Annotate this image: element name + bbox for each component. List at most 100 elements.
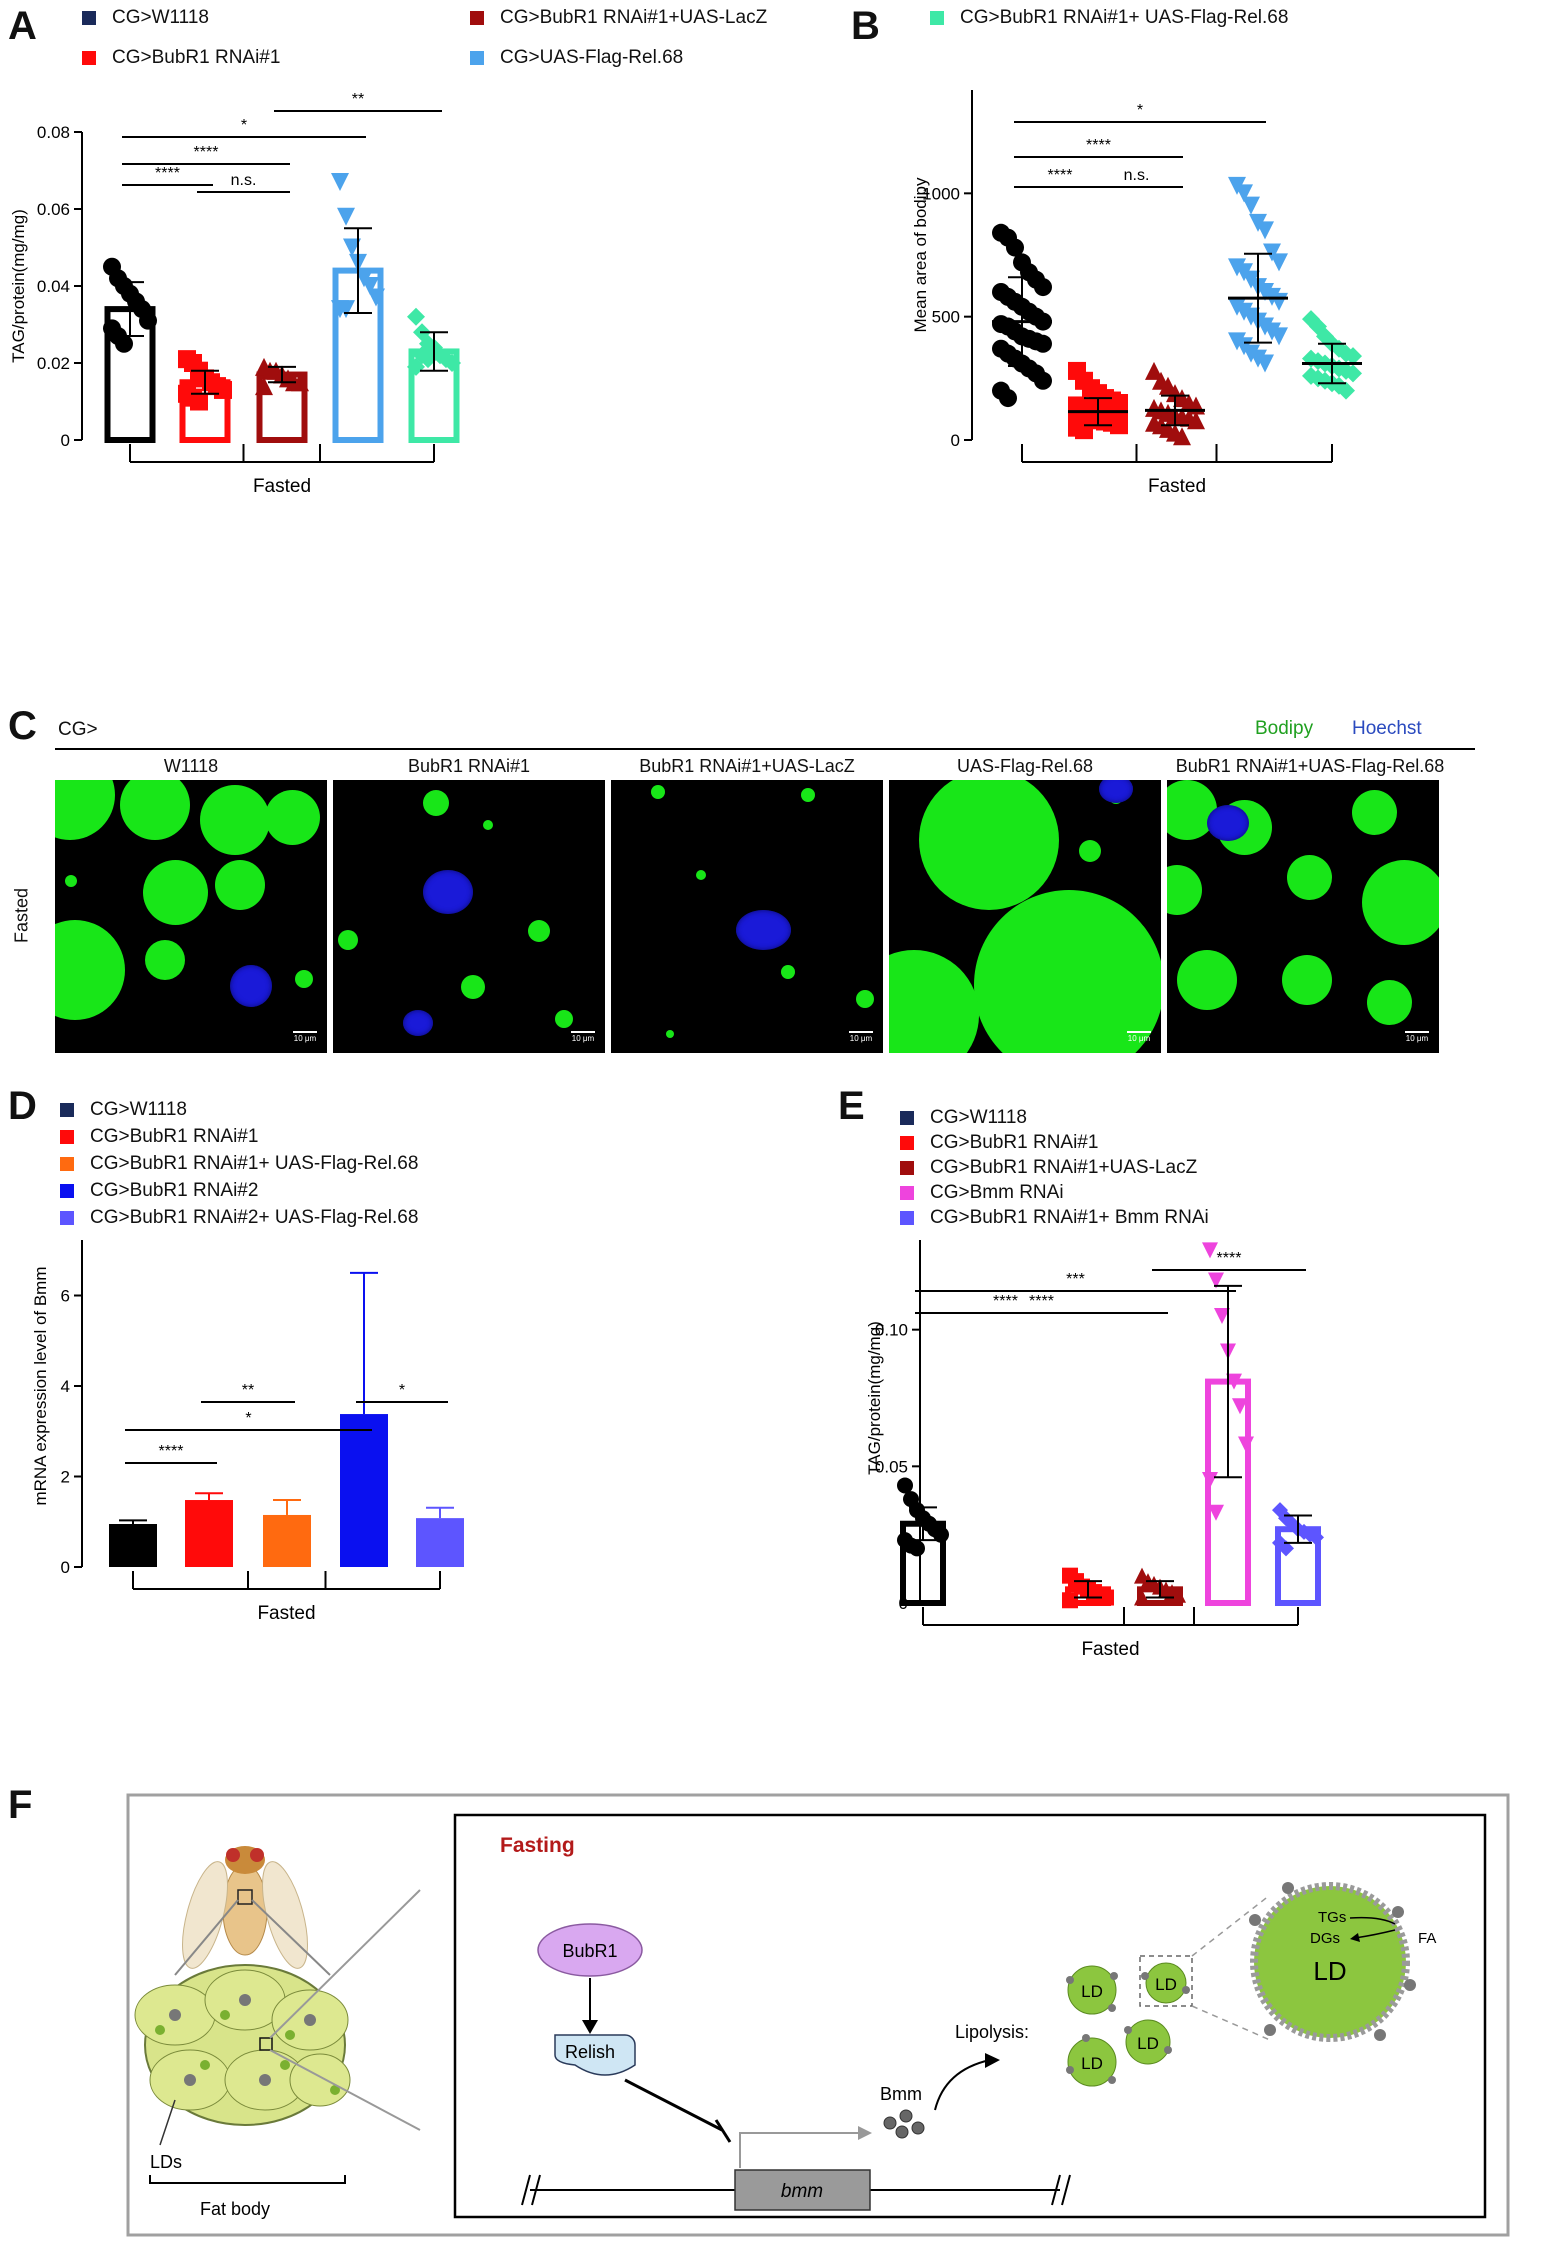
- data-point: [1256, 354, 1274, 373]
- significance-label: **: [242, 1382, 254, 1399]
- data-point: [1145, 361, 1163, 380]
- data-point: [1242, 344, 1260, 363]
- legend-label: CG>W1118: [930, 1107, 1027, 1128]
- significance-label: *: [245, 1410, 251, 1427]
- significance-label: n.s.: [231, 172, 257, 189]
- data-point: [1242, 196, 1260, 215]
- image-label: BubR1 RNAi#1: [407, 756, 531, 776]
- micrograph-bubr1-rnai1: 10 μm: [333, 780, 605, 1053]
- chart-panel-e: 00.050.100.15TAG/protein(mg/mg)Fasted***…: [865, 1240, 1324, 1660]
- legend-swatch: [900, 1210, 914, 1225]
- legend-label: CG>BubR1 RNAi#1+ UAS-Flag-Rel.68: [90, 1153, 419, 1174]
- data-point: [1187, 411, 1205, 430]
- lds-label: LDs: [150, 2152, 182, 2172]
- scale-bar: 10 μm: [849, 1031, 873, 1043]
- significance-label: ****: [1086, 137, 1111, 154]
- data-point: [1235, 184, 1253, 203]
- significance-label: *: [1137, 102, 1143, 119]
- data-point: [1249, 349, 1267, 368]
- data-point: [1278, 1540, 1294, 1557]
- data-point: [214, 380, 232, 399]
- y-tick-label: 0.08: [37, 123, 70, 142]
- y-tick-label: 4: [61, 1377, 70, 1396]
- data-point: [1170, 1586, 1186, 1603]
- fasting-label: Fasting: [500, 1834, 575, 1857]
- legend-label: CG>BubR1 RNAi#1: [112, 47, 281, 68]
- series-group: [331, 173, 385, 443]
- significance-label: ****: [1217, 1250, 1242, 1267]
- bmm-proteins: [883, 2109, 925, 2139]
- significance-label: **: [352, 91, 364, 108]
- data-point: [443, 354, 461, 372]
- data-point: [255, 377, 273, 396]
- data-point: [291, 373, 309, 392]
- stain-bodipy-label: Bodipy: [1255, 718, 1314, 739]
- bar: [416, 1518, 464, 1567]
- svg-text:LD: LD: [1155, 1975, 1177, 1994]
- relish-node: [554, 2034, 636, 2076]
- legend-label: CG>W1118: [90, 1099, 187, 1120]
- fa-label: FA: [1418, 1930, 1436, 1947]
- y-tick-label: 0.05: [875, 1457, 908, 1476]
- series-group: [340, 1271, 388, 1567]
- inner-frame: [453, 1813, 1487, 2219]
- series-group: [255, 357, 309, 443]
- micrograph-rnai1-rel68: 10 μm: [1167, 780, 1439, 1053]
- series-group: [1145, 361, 1205, 446]
- data-point: [1256, 317, 1274, 336]
- micrograph-w1118: 10 μm: [55, 780, 327, 1053]
- series-group: [1302, 310, 1362, 400]
- data-point: [1226, 1373, 1242, 1390]
- legend-label: CG>BubR1 RNAi#1: [90, 1126, 259, 1147]
- bmm-gene-box: [734, 2169, 871, 2211]
- significance-label: *: [399, 1382, 405, 1399]
- stain-hoechst-label: Hoechst: [1352, 718, 1422, 739]
- y-tick-label: 500: [932, 308, 960, 327]
- data-point: [999, 389, 1017, 408]
- svg-text:LD: LD: [1081, 2054, 1103, 2073]
- series-group: [103, 257, 157, 443]
- data-point: [1173, 427, 1191, 446]
- scale-bar: 10 μm: [571, 1031, 595, 1043]
- panel-f-schematic: Fasting LDs Fat body: [126, 1793, 1510, 2237]
- data-point: [337, 300, 355, 319]
- data-point: [1034, 278, 1052, 297]
- legend-swatch: [60, 1183, 74, 1198]
- legend-label: CG>BubR1 RNAi#1+UAS-LacZ: [930, 1157, 1198, 1178]
- scale-bar: 10 μm: [293, 1031, 317, 1043]
- data-point: [1263, 243, 1281, 262]
- series-group: [897, 1477, 949, 1607]
- legend-label: CG>UAS-Flag-Rel.68: [500, 47, 684, 68]
- legend-swatch: [82, 10, 96, 25]
- y-tick-label: 0.02: [37, 354, 70, 373]
- legend-swatch: [60, 1210, 74, 1225]
- panel-letter-e: E: [838, 1084, 865, 1128]
- data-point: [1202, 1242, 1218, 1259]
- chart-panel-d: 02468mRNA expression level of BmmFasted*…: [31, 1240, 464, 1624]
- chart-panel-b: 050010001500Mean area of bodipyFasted***…: [911, 90, 1362, 497]
- significance-label: n.s.: [1124, 167, 1150, 184]
- data-point: [1034, 371, 1052, 390]
- y-tick-label: 0.06: [37, 200, 70, 219]
- data-point: [1228, 258, 1246, 277]
- lipid-droplets: LD LD LD LD: [1066, 1962, 1190, 2087]
- significance-label: ****: [194, 144, 219, 161]
- data-point: [1134, 1589, 1150, 1606]
- x-axis-label: Fasted: [257, 1603, 315, 1624]
- data-point: [1344, 364, 1362, 383]
- panel-c-prefix: CG>: [58, 719, 98, 740]
- panel-letter-a: A: [8, 4, 37, 48]
- legend-label: CG>Bmm RNAi: [930, 1182, 1064, 1203]
- data-point: [361, 277, 379, 295]
- image-label: BubR1 RNAi#1+UAS-Flag-Rel.68: [1175, 756, 1445, 776]
- data-point: [933, 1526, 949, 1543]
- series-group: [263, 1499, 311, 1567]
- legend-swatch: [60, 1129, 74, 1144]
- y-tick-label: 0: [951, 431, 960, 450]
- series-group: [407, 307, 461, 444]
- y-tick-label: 6: [61, 1287, 70, 1306]
- y-tick-label: 0.10: [875, 1321, 908, 1340]
- data-point: [1208, 1504, 1224, 1521]
- data-point: [1296, 1523, 1312, 1540]
- data-point: [1062, 1592, 1078, 1609]
